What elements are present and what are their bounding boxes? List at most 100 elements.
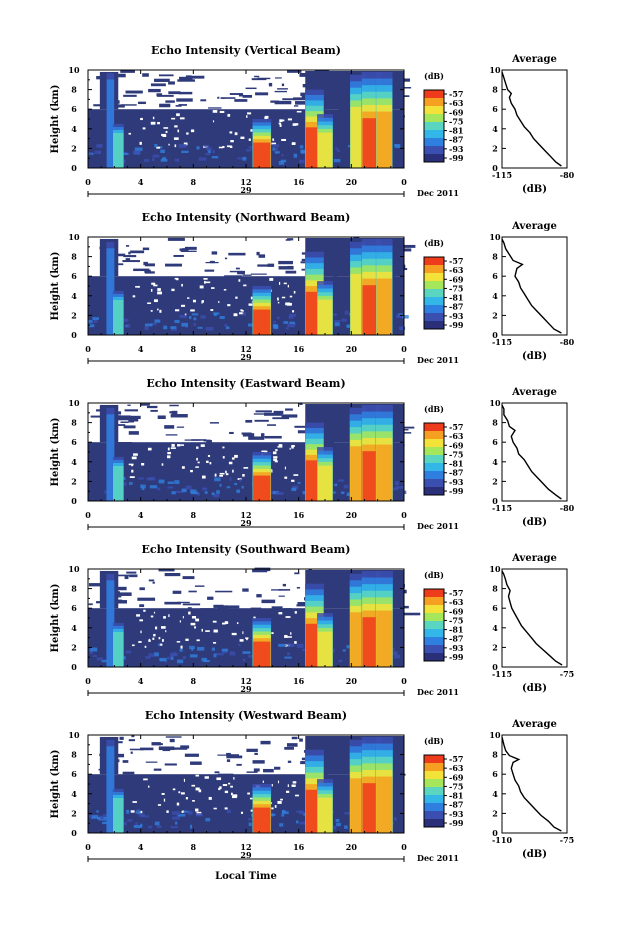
colorbar-swatch (424, 289, 444, 298)
echo-cell (335, 818, 340, 822)
y-tick-label: 4 (71, 457, 77, 467)
echo-cell (187, 607, 192, 611)
colorbar-tick-label: -75 (449, 615, 463, 625)
heatmap (88, 236, 416, 335)
echo-cell (128, 739, 136, 742)
echo-cell (226, 755, 243, 759)
echo-cell (334, 319, 341, 323)
echo-cell (329, 444, 339, 447)
echo-cell (205, 261, 219, 264)
colorbar-swatch (424, 653, 444, 662)
echo-cell (289, 321, 295, 324)
echo-cell (286, 743, 298, 747)
echo-cell (124, 575, 129, 580)
echo-gap (143, 778, 148, 781)
echo-cell (248, 146, 255, 149)
echo-cell (176, 659, 184, 664)
colorbar-swatch (424, 257, 444, 266)
colorbar-unit: (dB) (424, 71, 444, 81)
colorbar-tick-label: -81 (449, 126, 463, 136)
echo-cell (119, 736, 124, 740)
echo-gap (150, 615, 154, 618)
echo-cell (170, 656, 174, 660)
echo-cell (344, 825, 348, 829)
echo-cell (198, 157, 207, 161)
echo-cell (146, 281, 164, 285)
echo-cell (196, 116, 209, 119)
average-y-tick-label: 2 (492, 476, 498, 486)
date-day: 29 (240, 684, 252, 694)
echo-cell (331, 825, 337, 830)
echo-cell (331, 313, 337, 316)
echo-gap (278, 122, 282, 125)
echo-gap (167, 455, 171, 459)
average-y-tick-label: 8 (492, 418, 498, 428)
echo-cell (152, 581, 155, 584)
panel-0: Echo Intensity (Vertical Beam) 0 2 4 6 8 10 Hei… (50, 44, 575, 198)
echo-cell (213, 604, 224, 608)
echo-gap (233, 776, 235, 780)
echo-cell (236, 489, 241, 493)
echo-cell (264, 412, 282, 416)
echo-cell (115, 104, 125, 108)
echo-cell (134, 147, 143, 152)
echo-feature-2 (253, 807, 271, 833)
echo-gap (287, 784, 289, 787)
echo-gap (218, 146, 224, 149)
echo-cell (125, 258, 131, 261)
echo-cell (346, 324, 353, 328)
colorbar-tick-label: -81 (449, 293, 463, 303)
echo-cell (153, 652, 159, 657)
echo-cell (102, 814, 109, 817)
echo-cell (115, 778, 134, 781)
echo-cell (402, 605, 409, 609)
echo-gap (153, 284, 158, 287)
average-profile-line (501, 238, 562, 334)
colorbar-unit: (dB) (424, 238, 444, 248)
echo-cell (177, 79, 196, 82)
echo-gap (195, 808, 199, 812)
colorbar-swatch (424, 313, 444, 322)
x-tick-label: 4 (138, 676, 144, 686)
echo-cell (275, 491, 284, 495)
echo-cell (242, 274, 252, 276)
echo-gap (279, 119, 283, 122)
average-y-tick-label: 6 (492, 437, 498, 447)
echo-cell (281, 414, 298, 418)
echo-cell (301, 268, 306, 271)
echo-gap (219, 474, 223, 477)
echo-cell (169, 738, 175, 743)
y-tick-label: 2 (71, 143, 77, 153)
average-y-tick-label: 6 (492, 603, 498, 613)
echo-cell (334, 322, 340, 327)
echo-cell (224, 257, 228, 260)
echo-cell (94, 150, 102, 154)
echo-gap (176, 113, 180, 117)
echo-cell (167, 481, 174, 484)
echo-gap (179, 620, 181, 623)
panel-title: Echo Intensity (Eastward Beam) (146, 377, 345, 390)
y-tick-label: 6 (71, 437, 77, 447)
echo-cell (133, 91, 141, 94)
colorbar-swatch (424, 819, 444, 828)
echo-cell (267, 424, 277, 426)
colorbar-swatch (424, 463, 444, 472)
echo-cell (188, 590, 197, 593)
echo-cell (195, 813, 203, 817)
x-tick-label: 20 (346, 344, 358, 354)
echo-cell (179, 76, 193, 81)
echo-cell (335, 147, 338, 151)
echo-cell (260, 433, 265, 437)
echo-gap (284, 634, 288, 638)
echo-cell (204, 491, 208, 494)
echo-cell (164, 763, 177, 766)
echo-cell (167, 237, 185, 241)
echo-cell (200, 315, 206, 319)
colorbar-tick-label: -69 (449, 772, 464, 782)
colorbar-swatch (424, 795, 444, 804)
y-tick-label: 8 (71, 584, 77, 594)
y-tick-label: 2 (71, 476, 77, 486)
echo-gap (218, 787, 221, 791)
echo-feature-7 (376, 278, 393, 335)
echo-cell (207, 149, 211, 153)
